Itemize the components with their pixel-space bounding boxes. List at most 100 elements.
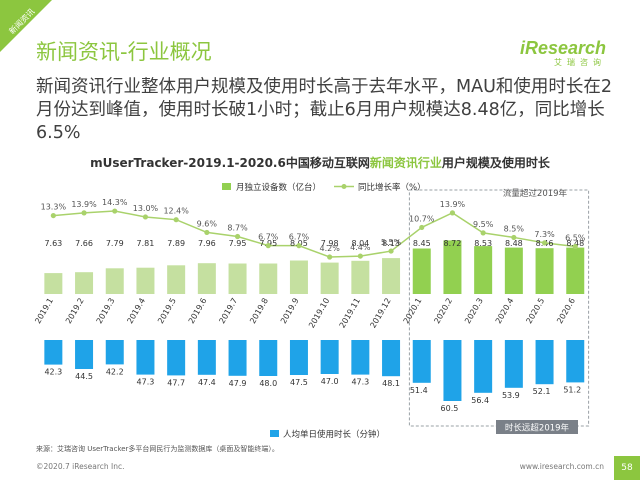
- annotation-bottom: 时长远超2019年: [505, 423, 570, 434]
- bar-usage-time: [44, 340, 63, 365]
- summary-text: 新闻资讯行业整体用户规模及使用时长高于去年水平，MAU和使用时长在2月份达到峰值…: [36, 77, 613, 143]
- value-label-growth: 9.5%: [473, 220, 494, 229]
- value-label-growth: 10.7%: [409, 214, 435, 223]
- value-label-usage: 51.2: [563, 385, 581, 394]
- bar-usage-time: [197, 340, 216, 375]
- value-label-usage: 44.5: [75, 372, 93, 381]
- growth-point: [265, 243, 271, 249]
- bar-usage-time: [351, 340, 370, 375]
- bar-usage-time: [566, 340, 585, 383]
- x-tick-label: 2020.2: [432, 297, 454, 326]
- bar-devices: [443, 240, 462, 294]
- bar-usage-time: [75, 340, 94, 369]
- x-tick-label: 2019.10: [307, 297, 331, 330]
- x-tick-label: 2019.5: [156, 297, 178, 326]
- logo-sub: 艾瑞咨询: [554, 58, 606, 67]
- value-label-usage: 42.3: [44, 368, 62, 377]
- page-number: 58: [614, 456, 640, 480]
- value-label-growth: 4.4%: [350, 243, 371, 252]
- annotation-top: 流量超过2019年: [503, 188, 568, 199]
- x-tick-label: 2019.6: [187, 297, 209, 326]
- x-tick-label: 2019.4: [125, 297, 147, 326]
- bar-usage-time: [412, 340, 431, 383]
- growth-point: [296, 243, 302, 249]
- value-label-devices: 8.45: [413, 239, 431, 248]
- bar-devices: [535, 248, 554, 294]
- growth-line: [53, 210, 576, 258]
- value-label-usage: 47.9: [229, 379, 247, 388]
- bar-usage-time: [474, 340, 493, 393]
- chart-title: mUserTracker-2019.1-2020.6中国移动互联网新闻资讯行业用…: [0, 154, 640, 171]
- value-label-growth: 4.2%: [319, 244, 340, 253]
- x-tick-label: 2019.2: [64, 297, 86, 326]
- page-title: 新闻资讯-行业概况: [36, 40, 212, 64]
- bar-devices: [167, 265, 186, 294]
- value-label-usage: 47.4: [198, 378, 216, 387]
- bar-usage-time: [289, 340, 308, 375]
- value-label-usage: 47.3: [351, 378, 369, 387]
- x-tick-label: 2020.6: [555, 297, 577, 326]
- value-label-usage: 52.1: [533, 387, 551, 396]
- value-label-usage: 47.7: [167, 378, 185, 387]
- legend-marker-growth: [341, 184, 347, 189]
- bar-devices: [259, 263, 278, 294]
- value-label-usage: 51.4: [410, 386, 428, 395]
- value-label-devices: 8.13: [382, 239, 400, 248]
- value-label-usage: 42.2: [106, 367, 124, 376]
- bar-usage-time: [382, 340, 401, 377]
- value-label-devices: 8.48: [505, 239, 523, 248]
- x-tick-label: 2019.1: [33, 297, 55, 326]
- logo: iResearch 艾瑞咨询: [520, 38, 606, 68]
- legend-label-growth: 同比增长率（%）: [358, 182, 426, 193]
- value-label-growth: 8.5%: [504, 224, 525, 233]
- legend-label-usage: 人均单日使用时长（分钟）: [283, 429, 385, 440]
- growth-point: [204, 229, 210, 236]
- value-label-devices: 7.96: [198, 239, 216, 248]
- bar-devices: [44, 273, 63, 294]
- x-tick-label: 2019.7: [217, 297, 239, 326]
- value-label-usage: 48.0: [259, 379, 277, 388]
- value-label-devices: 7.95: [229, 239, 247, 248]
- legend-swatch-devices: [222, 183, 231, 190]
- value-label-usage: 53.9: [502, 391, 520, 400]
- growth-point: [50, 212, 56, 219]
- value-label-devices: 8.53: [474, 239, 492, 248]
- bar-usage-time: [105, 340, 124, 365]
- value-label-growth: 13.3%: [41, 203, 67, 212]
- bar-devices: [474, 246, 493, 294]
- growth-point: [541, 240, 548, 246]
- growth-point: [327, 254, 333, 260]
- x-tick-label: 2020.3: [463, 297, 485, 326]
- bar-devices: [105, 268, 124, 294]
- growth-point: [388, 248, 394, 254]
- value-label-devices: 7.98: [321, 239, 339, 248]
- x-tick-label: 2019.8: [248, 297, 270, 326]
- value-label-devices: 7.89: [167, 239, 185, 248]
- value-label-usage: 48.1: [382, 379, 400, 388]
- value-label-growth: 13.9%: [440, 200, 466, 209]
- bar-devices: [382, 258, 401, 294]
- value-label-devices: 8.04: [351, 239, 369, 248]
- bar-devices: [351, 260, 370, 294]
- legend-label-devices: 月独立设备数（亿台）: [236, 182, 321, 193]
- bar-devices: [289, 260, 308, 294]
- website: www.iresearch.com.cn: [519, 462, 604, 471]
- bar-devices: [320, 262, 339, 294]
- logo-main: iResearch: [519, 38, 606, 58]
- highlight-box: [408, 189, 590, 427]
- growth-point: [572, 243, 578, 250]
- value-label-usage: 47.3: [137, 378, 155, 387]
- value-label-growth: 7.3%: [534, 230, 555, 239]
- growth-point: [480, 230, 486, 236]
- value-label-devices: 7.63: [44, 239, 62, 248]
- bar-usage-time: [259, 340, 278, 376]
- value-label-growth: 14.3%: [102, 198, 128, 207]
- growth-point: [142, 214, 149, 220]
- value-label-growth: 6.7%: [258, 233, 279, 242]
- bar-devices: [75, 272, 94, 294]
- value-label-growth: 12.4%: [163, 207, 189, 216]
- x-tick-label: 2019.3: [95, 297, 117, 326]
- value-label-growth: 13.9%: [71, 200, 97, 209]
- growth-point: [112, 208, 118, 214]
- x-tick-label: 2020.5: [524, 297, 546, 326]
